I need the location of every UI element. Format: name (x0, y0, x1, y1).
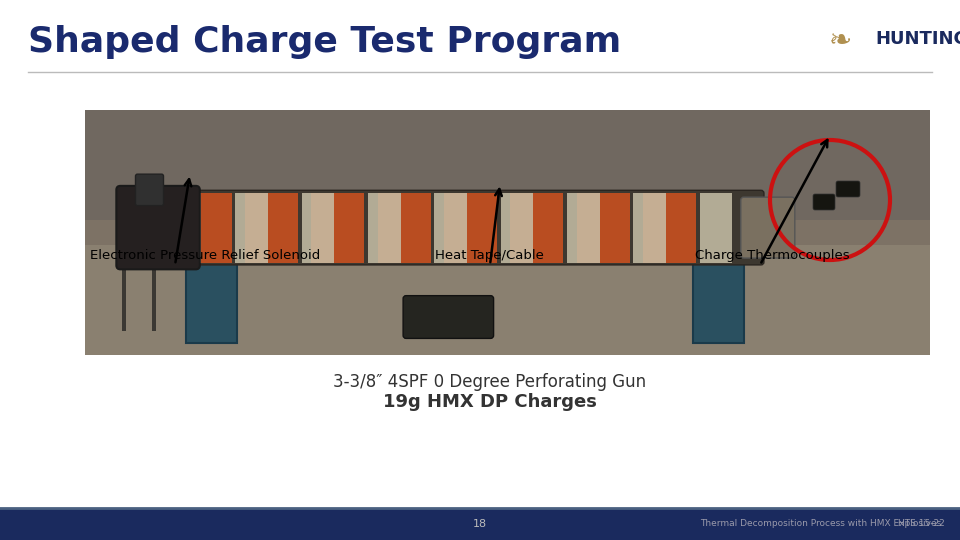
FancyBboxPatch shape (577, 193, 630, 262)
FancyBboxPatch shape (0, 508, 960, 540)
FancyBboxPatch shape (567, 193, 600, 262)
Text: Thermal Decomposition Process with HMX Explosives: Thermal Decomposition Process with HMX E… (700, 519, 941, 529)
FancyBboxPatch shape (501, 193, 533, 262)
FancyBboxPatch shape (85, 110, 930, 220)
FancyBboxPatch shape (434, 193, 467, 262)
FancyBboxPatch shape (836, 181, 860, 197)
Text: ❧: ❧ (828, 27, 852, 55)
FancyBboxPatch shape (235, 193, 268, 262)
FancyBboxPatch shape (85, 245, 930, 355)
FancyBboxPatch shape (368, 193, 400, 262)
Text: 3-3/8″ 4SPF 0 Degree Perforating Gun: 3-3/8″ 4SPF 0 Degree Perforating Gun (333, 373, 647, 391)
FancyBboxPatch shape (444, 193, 497, 262)
FancyBboxPatch shape (179, 193, 231, 262)
FancyBboxPatch shape (135, 174, 163, 206)
FancyBboxPatch shape (693, 257, 744, 343)
FancyBboxPatch shape (311, 193, 364, 262)
Text: Heat Tape/Cable: Heat Tape/Cable (435, 249, 544, 262)
FancyBboxPatch shape (153, 262, 156, 330)
FancyBboxPatch shape (634, 193, 666, 262)
FancyBboxPatch shape (643, 193, 696, 262)
FancyBboxPatch shape (186, 257, 237, 343)
Text: HUNTING: HUNTING (875, 30, 960, 48)
Text: 18: 18 (473, 519, 487, 529)
FancyBboxPatch shape (122, 262, 127, 330)
FancyBboxPatch shape (511, 193, 564, 262)
FancyBboxPatch shape (813, 194, 835, 210)
FancyBboxPatch shape (85, 110, 930, 355)
Text: Electronic Pressure Relief Solenoid: Electronic Pressure Relief Solenoid (90, 249, 321, 262)
Text: HTS 15-22: HTS 15-22 (899, 519, 945, 529)
Text: 19g HMX DP Charges: 19g HMX DP Charges (383, 393, 597, 411)
FancyBboxPatch shape (124, 190, 764, 265)
FancyBboxPatch shape (169, 193, 202, 262)
Text: Charge Thermocouples: Charge Thermocouples (695, 249, 850, 262)
FancyBboxPatch shape (377, 193, 431, 262)
FancyBboxPatch shape (700, 193, 732, 262)
FancyBboxPatch shape (301, 193, 334, 262)
Text: Shaped Charge Test Program: Shaped Charge Test Program (28, 25, 621, 59)
FancyBboxPatch shape (741, 197, 795, 258)
FancyBboxPatch shape (403, 296, 493, 339)
FancyBboxPatch shape (245, 193, 298, 262)
FancyBboxPatch shape (116, 186, 200, 269)
